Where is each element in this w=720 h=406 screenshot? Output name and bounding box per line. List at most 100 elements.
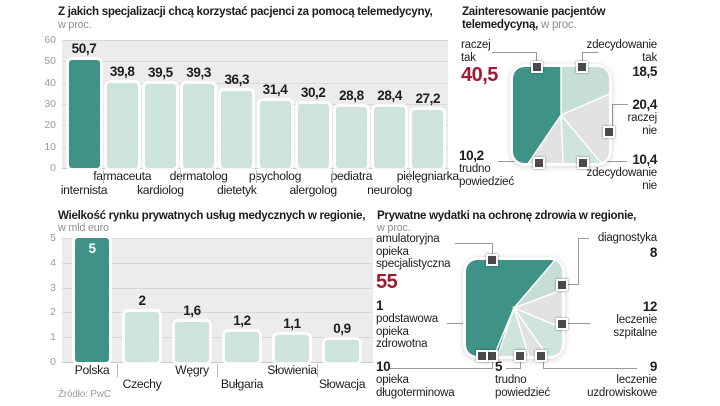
bar [275,334,309,362]
connector-line [590,161,627,162]
connector-line [447,323,480,324]
x-axis-label: dietetyk [216,183,257,197]
slice-label-line: szpitalne [613,326,657,339]
pie-slice-diagnostyka [513,260,562,309]
connector-line [536,52,537,62]
x-axis-label: kardiolog [137,183,184,197]
bar-value-label: 0,9 [333,320,351,336]
bar-value-label: 50,7 [71,40,97,56]
bar-value-label: 2 [138,293,146,309]
slice-marker [556,278,568,291]
slice-label-line: opieka [376,374,409,386]
bar [125,312,159,362]
pie-label-ambulatory-care: amulatoryjna opieka specjalistyczna 55 [376,233,451,294]
connector-line [612,104,628,105]
slice-label-line: tak [461,51,476,64]
x-axis-tick [408,170,410,183]
square-pie-chart [513,67,609,163]
gridline [62,312,373,314]
slice-value-emphasis: 40,5 [461,64,498,86]
x-axis-label: pediatra [330,169,373,183]
slice-value: 8 [649,244,658,260]
slice-value: 12 [642,299,658,314]
slice-label-line: leczenie [616,374,657,386]
y-axis-tick-label: 2 [50,306,56,319]
bar-value-label: 30,2 [300,84,326,100]
y-axis-tick-label: 40 [44,76,56,89]
gridline [62,168,448,169]
bar-chart-plot-area [62,238,373,362]
connector-line [543,368,637,369]
pie-slice-amulatoryjna-opieka-specjalistyczna [466,260,562,356]
slice-label-line: amulatoryjna [376,233,440,245]
x-axis-tick [255,170,257,183]
interest-title-line1: Zainteresowanie pacjentów [462,5,606,18]
slice-value: 18,5 [632,64,657,79]
slice-label-line: zdecydowanie [586,167,658,179]
slice-marker [576,61,589,73]
pie-label-raczej-nie: 20,4 raczej nie [628,97,658,137]
y-axis-tick-label: 3 [50,281,56,294]
slice-label-line: nie [642,179,657,192]
interest-chart-subtitle: w proc. [541,18,577,31]
y-axis-tick-label: 30 [44,98,56,110]
slice-label-line: opieka [376,245,409,258]
pie-slice-podstawowa-opieka-zdrowotna [484,307,515,356]
pie-label-spa-treatment: 9 leczenie uzdrowiskowe [587,359,657,399]
bar-value-label: 27,2 [415,90,441,106]
bar [297,103,329,168]
slice-label-line: powiedzieć [495,386,550,399]
slice-label-line: trudno [495,374,527,386]
slice-marker [531,61,543,73]
source-credit: Źródło: PwC [58,389,111,400]
square-pie-chart [466,260,562,356]
x-axis-tick [117,364,118,377]
slice-label-line: zdrowotna [376,338,428,350]
pie-label-long-term-care: 10 opieka długoterminowa [376,359,455,399]
pie-slice-leczenie-uzdrowiskowe [512,306,562,356]
x-axis-label: Czechy [122,377,162,391]
connector-line [492,52,537,53]
x-axis-tick [179,170,181,183]
pie-label-zdecydowanie-tak: zdecydowanie tak 18,5 [587,39,658,79]
bar [175,322,209,362]
x-axis-tick [332,170,334,183]
pie-slice-trudno-powiedzie- [513,307,558,356]
bar-value-label: 39,3 [186,65,211,81]
bar-value-label: 5 [88,241,96,256]
gridline [62,362,373,363]
pie-slice-opieka-d-ugoterminowa [488,305,537,356]
y-axis-tick-label: 20 [44,119,56,132]
gridline [62,287,373,289]
slice-marker [532,157,545,169]
bar-value-label: 31,4 [262,82,288,97]
bar-value-label: 1,1 [283,315,301,331]
bar [106,83,138,168]
slice-marker [485,254,498,266]
pie-slice-zdecydowanie-nie [560,112,609,163]
pie-label-raczej-tak: raczej tak 40,5 [461,39,498,87]
y-axis-tick-label: 50 [44,55,56,68]
gridline [62,146,448,148]
specializations-chart-subtitle: w proc. [58,19,92,31]
slice-label-line: trudno [459,163,491,175]
x-axis-label: farmaceuta [93,169,152,183]
bar [259,101,291,168]
connector-line [455,243,493,244]
slice-label-line: diagnostyka [597,232,657,244]
bar [412,109,444,168]
y-axis-tick-label: 4 [50,256,56,269]
slice-marker [476,350,489,362]
slice-value-emphasis: 55 [376,270,398,293]
bar-value-label: 28,4 [377,88,402,104]
slice-label-line: długoterminowa [376,386,455,399]
interest-title-line2: telemedycyną, [462,18,539,31]
slice-label-line: tak [642,51,657,64]
y-axis-tick-label: 60 [44,34,56,46]
spending-chart-subtitle: w proc. [377,222,411,234]
bar-value-label: 39,8 [109,64,135,80]
x-axis-label: pielęgniarka [396,169,459,183]
x-axis-tick [317,364,318,377]
bar [144,83,176,168]
